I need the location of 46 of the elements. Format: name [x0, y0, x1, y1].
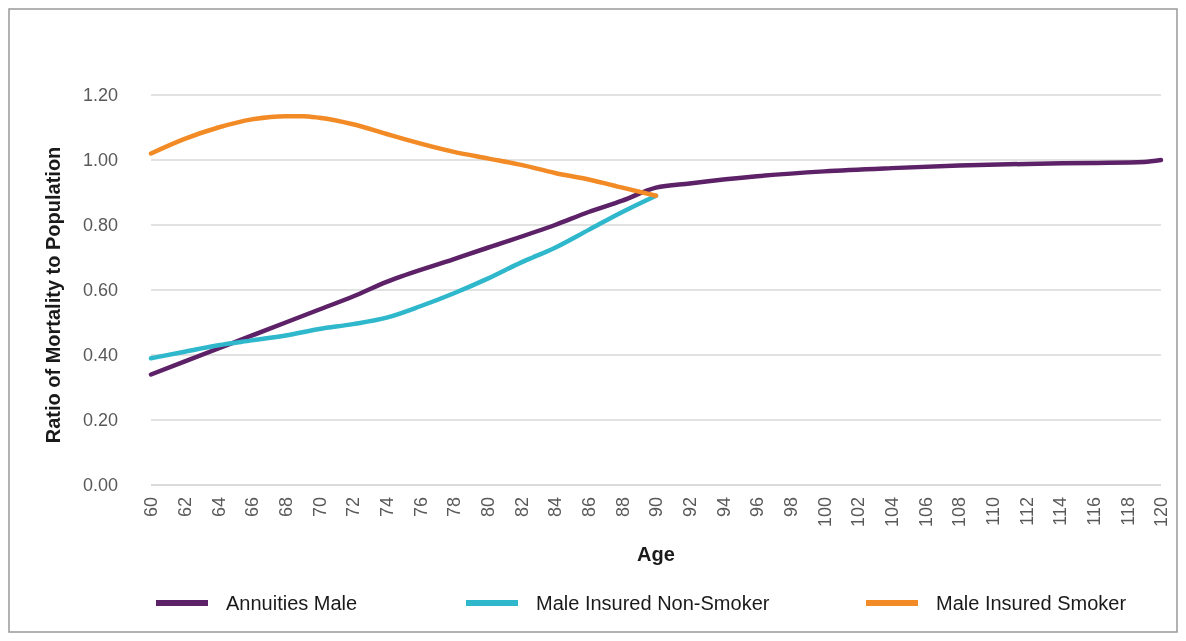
legend-label: Male Insured Non-Smoker — [536, 592, 770, 614]
y-tick-label: 1.20 — [82, 85, 118, 106]
x-tick-label: 74 — [376, 497, 397, 518]
line-series — [148, 113, 659, 198]
x-tick-label: 70 — [309, 497, 330, 518]
y-axis-title: Ratio of Mortality to Population — [42, 146, 64, 444]
y-tick-label: 0.40 — [82, 345, 118, 366]
x-tick-label: 104 — [881, 497, 902, 528]
x-tick-label: 114 — [1050, 497, 1071, 526]
legend-label: Male Insured Smoker — [936, 592, 1127, 614]
x-tick-label: 112 — [1016, 497, 1037, 526]
x-tick-label: 98 — [780, 497, 801, 518]
x-tick-label: 116 — [1083, 497, 1104, 526]
x-tick-label: 84 — [545, 497, 566, 518]
x-tick-label: 120 — [1151, 497, 1172, 528]
y-tick-label: 0.80 — [82, 215, 118, 236]
x-tick-label: 62 — [174, 497, 195, 518]
legend-label: Annuities Male — [226, 592, 358, 614]
y-tick-label: 0.60 — [82, 280, 118, 301]
x-tick-label: 66 — [242, 497, 263, 518]
x-tick-label: 90 — [646, 497, 667, 518]
x-tick-label: 76 — [410, 497, 431, 518]
x-tick-label: 92 — [679, 497, 700, 518]
x-tick-label: 100 — [814, 497, 835, 528]
x-tick-label: 106 — [915, 497, 936, 528]
x-tick-label: 72 — [343, 497, 364, 518]
x-tick-label: 94 — [713, 497, 734, 518]
line-series — [148, 193, 659, 361]
x-tick-label: 86 — [578, 497, 599, 518]
x-tick-label: 102 — [848, 497, 869, 528]
x-tick-label: 60 — [141, 497, 162, 518]
x-tick-label: 64 — [208, 497, 229, 518]
x-tick-label: 80 — [477, 497, 498, 518]
line-series — [148, 157, 1164, 377]
y-tick-label: 1.00 — [82, 150, 118, 171]
x-tick-label: 118 — [1117, 497, 1138, 526]
y-tick-label: 0.20 — [82, 410, 118, 431]
y-tick-label: 0.00 — [82, 475, 118, 496]
x-tick-label: 108 — [949, 497, 970, 528]
x-tick-label: 88 — [612, 497, 633, 518]
x-tick-label: 78 — [444, 497, 465, 518]
x-axis-title: Age — [637, 543, 675, 565]
x-tick-label: 68 — [275, 497, 296, 518]
x-tick-label: 110 — [982, 497, 1003, 526]
x-tick-label: 82 — [511, 497, 532, 518]
x-tick-label: 96 — [747, 497, 768, 518]
